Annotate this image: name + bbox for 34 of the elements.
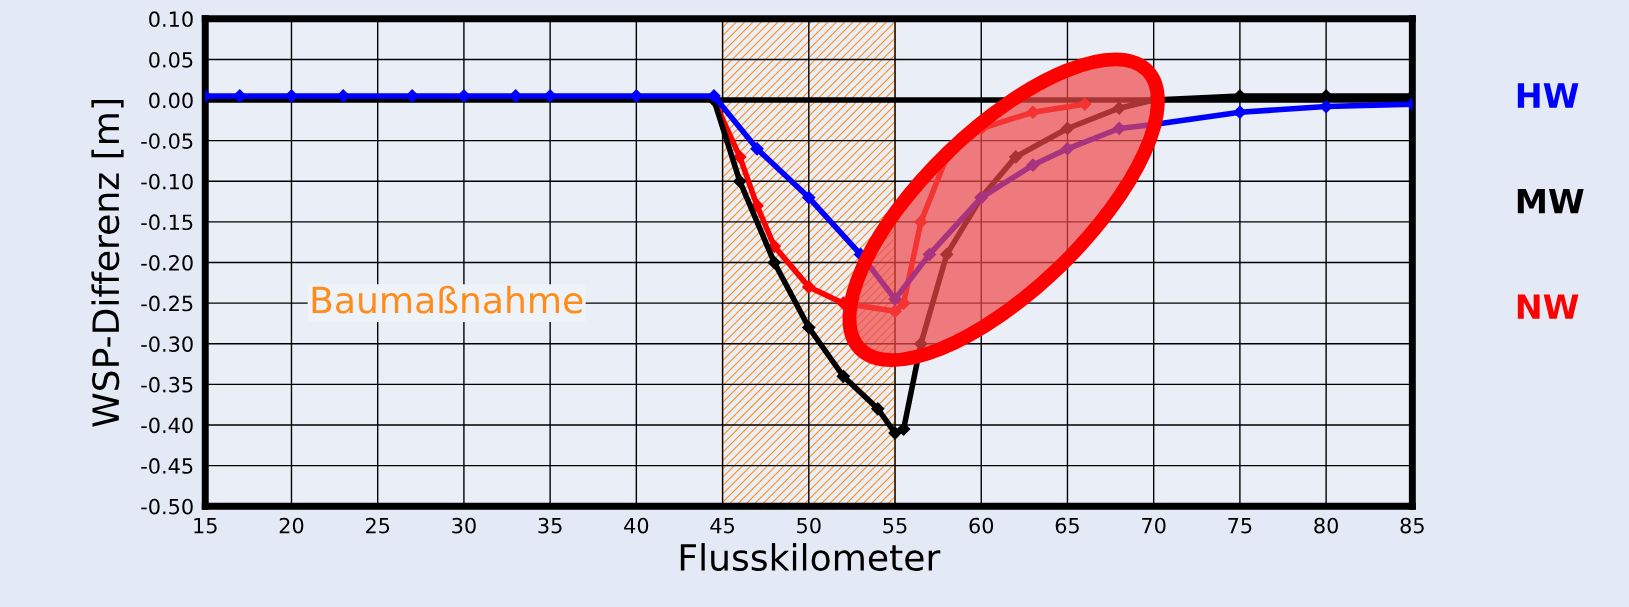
text: MW	[1517, 188, 1584, 214]
x-tick-label: 85	[1400, 517, 1424, 534]
x-tick-label: 40	[624, 517, 649, 534]
x-tick-label: 35	[538, 517, 562, 534]
x-tick-label: 60	[969, 517, 994, 534]
x-tick-label: 80	[1314, 517, 1338, 534]
x-tick-label: 15	[194, 517, 217, 534]
band-label: Baumaßnahme	[312, 285, 583, 314]
x-tick-label: 25	[365, 517, 390, 534]
y-tick-label: -0.45	[141, 458, 193, 474]
y-tick-label: -0.15	[141, 214, 193, 231]
x-tick-label: 55	[883, 517, 907, 534]
text: NW	[1517, 294, 1579, 319]
x-tick-label: 20	[279, 517, 304, 534]
y-tick-label: -0.10	[141, 173, 193, 190]
x-tick-label: 30	[452, 517, 476, 534]
x-tick-label: 45	[710, 517, 735, 534]
y-tick-label: 0.05	[149, 51, 193, 68]
y-tick-label: 0.10	[149, 11, 193, 28]
x-tick-label: 70	[1142, 517, 1166, 534]
x-tick-label: 75	[1228, 517, 1252, 534]
y-tick-label: -0.35	[141, 376, 193, 393]
y-tick-label: -0.40	[141, 417, 193, 434]
y-tick-label: -0.30	[141, 336, 193, 352]
x-tick-label: 65	[1055, 517, 1079, 534]
y-axis-title: WSP-Differenz [m]	[91, 100, 124, 427]
x-axis-title: Flusskilometer	[680, 543, 941, 572]
y-tick-label: -0.20	[141, 254, 193, 271]
text: HW	[1517, 83, 1579, 108]
x-tick-label: 50	[797, 517, 821, 534]
y-tick-label: -0.25	[141, 295, 193, 312]
y-tick-label: 0.00	[149, 92, 193, 109]
y-tick-label: -0.50	[141, 498, 193, 515]
y-tick-label: -0.05	[141, 133, 193, 149]
